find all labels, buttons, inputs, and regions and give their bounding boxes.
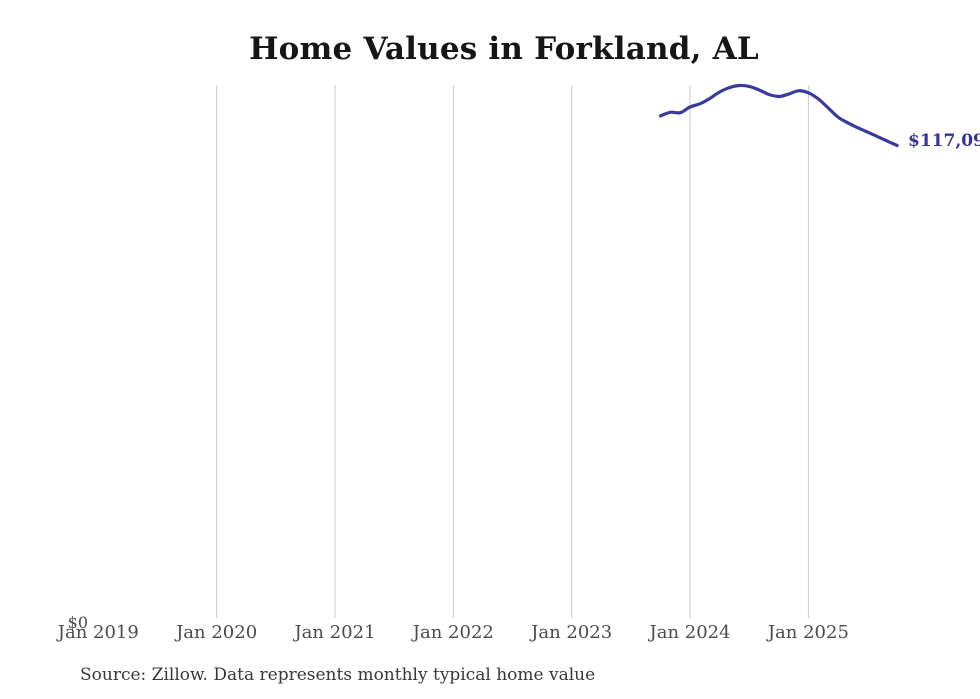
y-axis-zero-label: $0: [67, 613, 88, 632]
latest-value-label: $117,095: [908, 131, 980, 151]
x-axis-tick-label: Jan 2020: [176, 622, 258, 643]
x-axis-tick-label: Jan 2022: [412, 622, 494, 643]
x-axis-tick-label: Jan 2019: [57, 622, 139, 643]
source-note: Source: Zillow. Data represents monthly …: [80, 665, 596, 685]
x-axis-tick-label: Jan 2021: [294, 622, 376, 643]
x-axis-tick-label: Jan 2023: [531, 622, 613, 643]
home-value-line-series: [658, 83, 899, 148]
chart-title: Home Values in Forkland, AL: [249, 31, 759, 67]
x-axis-tick-label: Jan 2025: [767, 622, 849, 643]
x-axis-tick-label: Jan 2024: [649, 622, 731, 643]
